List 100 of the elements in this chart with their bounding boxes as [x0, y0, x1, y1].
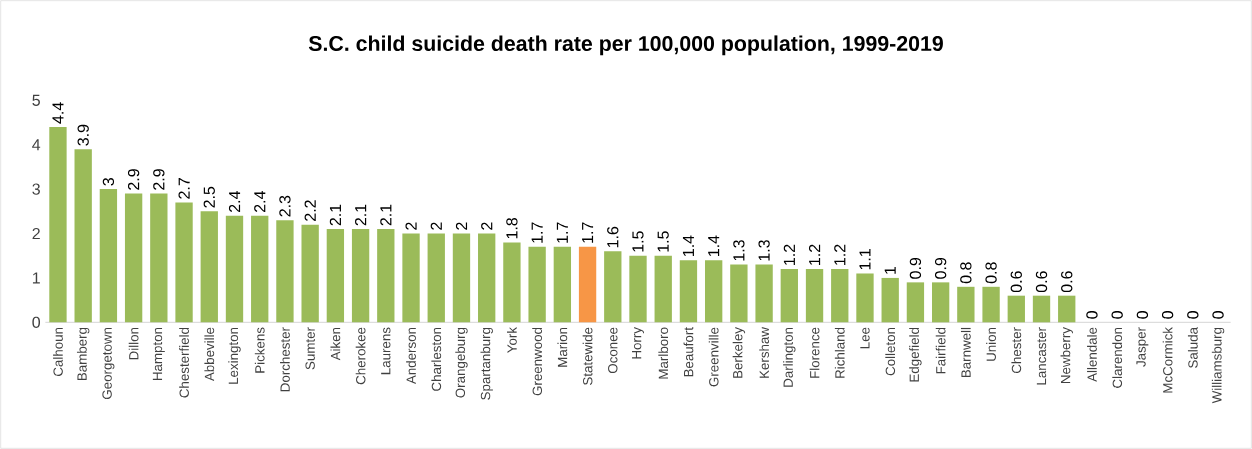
bar: [856, 273, 874, 323]
data-label: 1.6: [607, 226, 619, 248]
bar: [906, 282, 925, 323]
y-tick-label: 5: [32, 94, 40, 106]
x-tick-label: York: [507, 327, 517, 353]
x-tick-label: Darlington: [783, 327, 796, 387]
data-label: 1.5: [632, 231, 644, 252]
data-label: 2.1: [329, 204, 341, 226]
bar: [528, 246, 546, 323]
bar: [225, 215, 244, 323]
x-tick-label: McCormick: [1162, 327, 1173, 393]
data-label: 4.4: [52, 102, 64, 124]
data-label: 3.9: [77, 124, 89, 146]
data-label: 0.8: [985, 262, 997, 284]
bar: [1058, 295, 1076, 323]
bar: [49, 126, 67, 323]
bar: [780, 269, 798, 323]
bar: [957, 286, 975, 323]
x-tick-label: Edgefield: [909, 327, 922, 382]
x-tick-label: Orangeburg: [455, 327, 468, 398]
x-tick-label: Bamberg: [76, 327, 90, 381]
data-label: 1.4: [682, 235, 694, 257]
bar: [452, 233, 471, 323]
bar: [74, 149, 92, 323]
x-tick-label: Colleton: [885, 327, 896, 376]
x-tick-label: Abbeville: [204, 327, 215, 382]
data-label: 3: [102, 178, 115, 186]
x-tick-label: Spartanburg: [480, 327, 493, 400]
data-label: 1.5: [657, 231, 669, 252]
y-tick-label: 2: [32, 227, 40, 240]
bar: [679, 260, 698, 323]
x-tick-label: Chester: [1011, 327, 1022, 374]
x-tick-label: Marlboro: [658, 327, 669, 379]
data-label: 1.2: [834, 244, 846, 265]
y-tick-label: 3: [32, 183, 40, 195]
y-tick-label: 4: [32, 139, 41, 151]
bar: [124, 193, 143, 323]
bar: [402, 233, 420, 323]
x-tick-label: Sumter: [305, 327, 315, 370]
x-tick-label: Beaufort: [683, 327, 694, 377]
data-label: 2.4: [254, 191, 266, 213]
data-label: 0: [1187, 311, 1199, 319]
x-tick-label: Fairfield: [935, 327, 946, 374]
x-tick-label: Georgetown: [102, 327, 115, 399]
data-label: 2.9: [153, 169, 165, 190]
x-tick-label: Lancaster: [1036, 327, 1047, 385]
x-tick-label: Saluda: [1187, 327, 1198, 368]
bar: [629, 255, 647, 323]
bar: [654, 255, 672, 323]
x-tick-label: Florence: [809, 327, 820, 378]
data-label: 1.2: [783, 244, 795, 265]
x-tick-label: Lexington: [228, 327, 241, 384]
x-tick-label: Kershaw: [759, 327, 769, 378]
x-tick-label: Union: [986, 327, 996, 361]
data-label: 0.9: [934, 257, 947, 279]
x-tick-label: Pickens: [254, 327, 265, 373]
bar: [931, 282, 950, 323]
data-label: 1.2: [808, 244, 821, 265]
x-tick-label: Allendale: [1087, 327, 1097, 382]
bar: [831, 269, 849, 323]
bar: [251, 215, 269, 323]
x-tick-label: Jasper: [1136, 327, 1149, 367]
x-tick-label: Hampton: [152, 327, 165, 381]
x-tick-label: Marion: [557, 327, 568, 367]
data-label: 1.7: [531, 222, 543, 243]
data-label: 1.8: [506, 217, 518, 239]
data-label: 1: [884, 266, 896, 274]
data-label: 2: [405, 222, 417, 230]
bar: [578, 246, 597, 323]
x-tick-label: Greenwood: [532, 327, 543, 396]
x-tick-label: Williamsburg: [1211, 327, 1225, 404]
data-label: 0.6: [1010, 271, 1022, 293]
bar: [1032, 295, 1051, 323]
data-label: 2.5: [203, 186, 215, 208]
data-label: 0.9: [909, 257, 922, 279]
x-tick-label: Lee: [860, 327, 870, 349]
data-label: 2.1: [380, 204, 392, 226]
data-label: 0: [1111, 311, 1123, 319]
bar: [503, 242, 521, 323]
x-tick-label: Dillon: [128, 327, 139, 360]
chart-title: S.C. child suicide death rate per 100,000 population, 1999-2019: [308, 35, 943, 56]
data-label: 1.3: [733, 240, 745, 261]
data-label: 2.4: [228, 191, 241, 213]
data-label: 2.7: [178, 178, 190, 199]
x-tick-label: Anderson: [406, 327, 416, 385]
bar: [478, 233, 496, 323]
bar: [805, 269, 824, 323]
x-tick-label: Charleston: [431, 327, 442, 391]
x-tick-label: Laurens: [381, 327, 391, 375]
data-label: 0: [1086, 311, 1098, 319]
data-label: 1.4: [708, 235, 720, 257]
bar: [175, 202, 193, 323]
x-tick-label: Barnwell: [960, 327, 971, 378]
bar: [982, 286, 1000, 323]
data-label: 0.6: [1061, 271, 1073, 293]
data-label: 1.1: [859, 249, 871, 270]
data-label: 2: [481, 222, 493, 230]
bar: [301, 224, 319, 323]
data-label: 0.6: [1035, 271, 1048, 293]
bar: [553, 246, 572, 323]
